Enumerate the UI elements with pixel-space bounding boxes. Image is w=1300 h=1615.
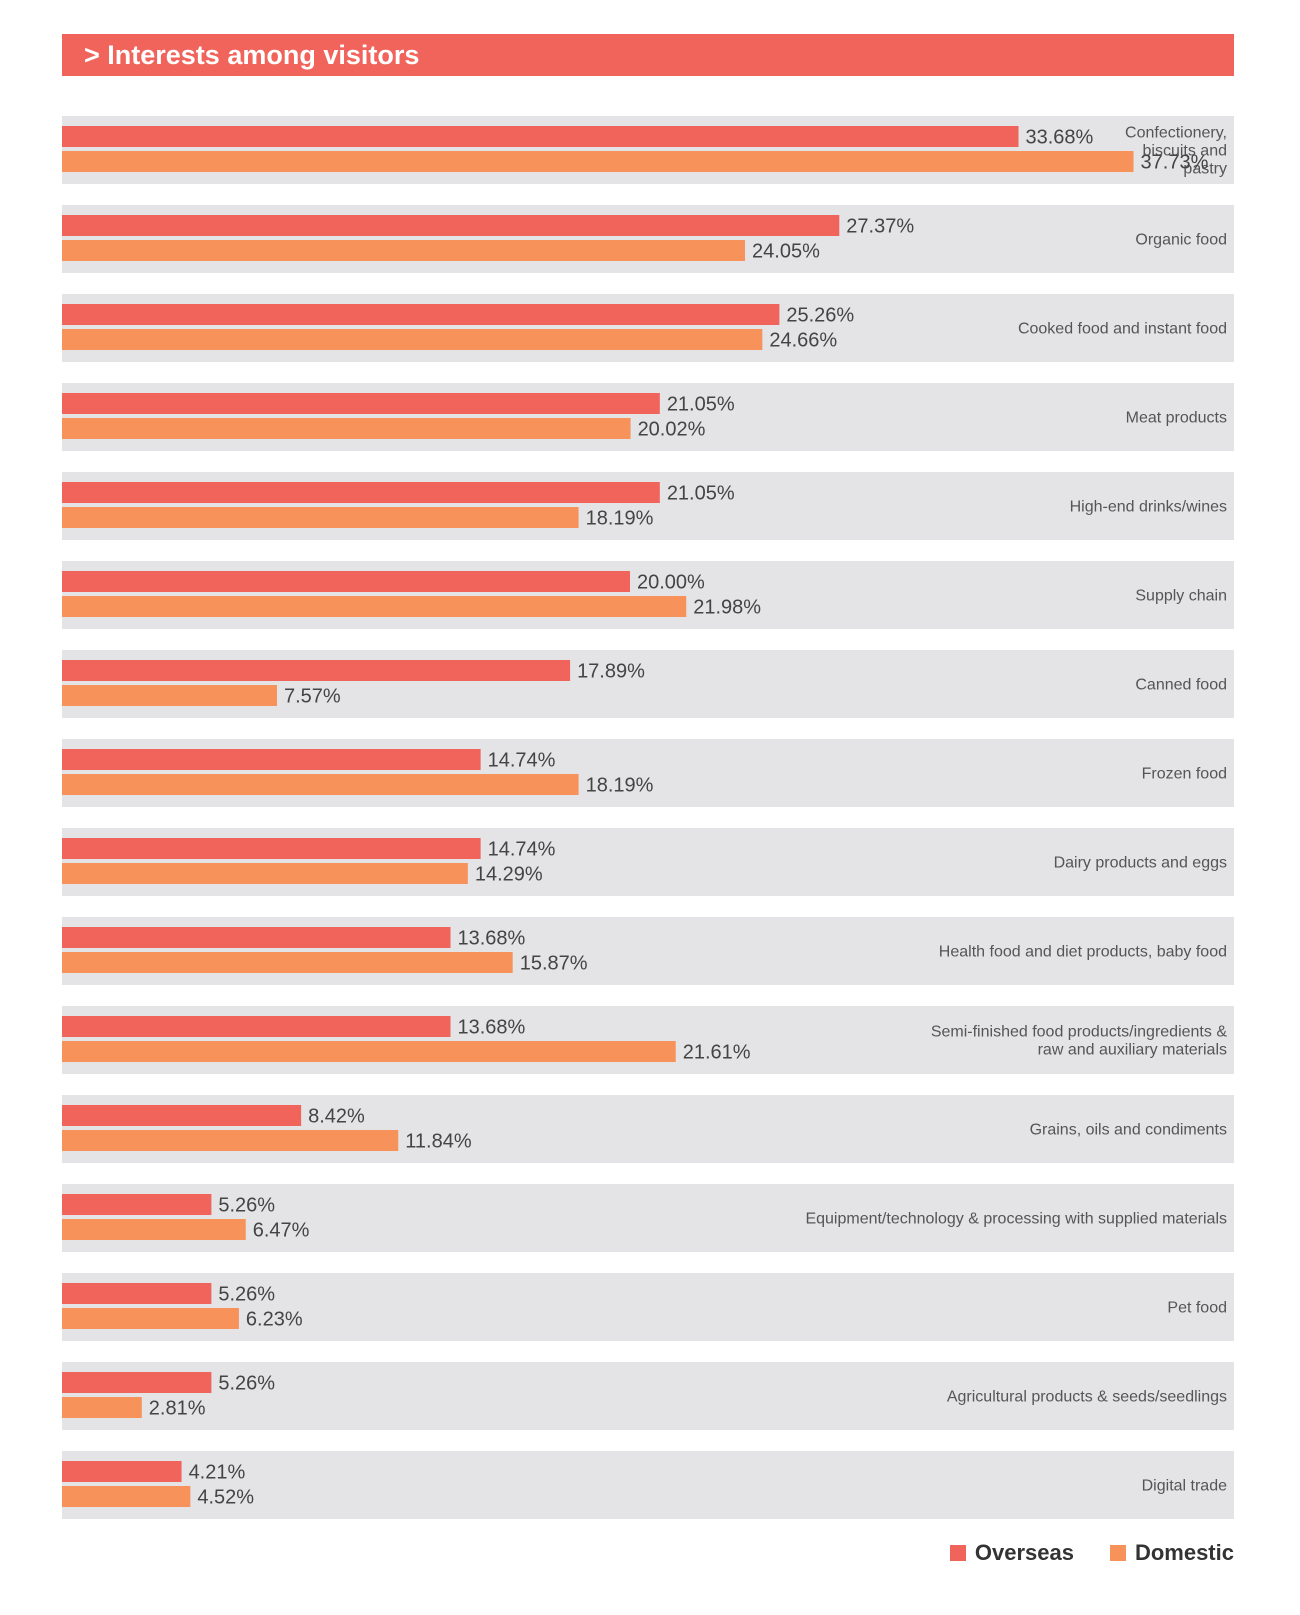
category-label: Canned food xyxy=(1135,677,1227,694)
bar-overseas xyxy=(62,1016,451,1037)
bar-overseas xyxy=(62,215,840,236)
category-label: Supply chain xyxy=(1135,588,1227,605)
value-label-overseas: 17.89% xyxy=(577,661,645,683)
bar-domestic xyxy=(62,329,763,350)
bar-overseas xyxy=(62,1105,302,1126)
category-label: Cooked food and instant food xyxy=(1018,321,1227,338)
bar-domestic xyxy=(62,596,687,617)
bar-overseas xyxy=(62,749,481,770)
value-label-overseas: 13.68% xyxy=(458,1017,526,1039)
row-background xyxy=(62,1184,1234,1252)
value-label-domestic: 21.61% xyxy=(683,1042,751,1064)
legend-label-overseas: Overseas xyxy=(974,1540,1074,1565)
value-label-domestic: 24.66% xyxy=(769,330,837,352)
value-label-overseas: 14.74% xyxy=(488,839,556,861)
value-label-domestic: 6.23% xyxy=(246,1309,303,1331)
bar-domestic xyxy=(62,863,468,884)
row-background xyxy=(62,1362,1234,1430)
value-label-overseas: 21.05% xyxy=(667,394,735,416)
bar-overseas xyxy=(62,571,630,592)
bar-overseas xyxy=(62,660,571,681)
bar-domestic xyxy=(62,151,1134,172)
bar-domestic xyxy=(62,1397,142,1418)
legend-item-overseas: Overseas xyxy=(949,1540,1074,1566)
bar-domestic xyxy=(62,952,513,973)
category-label: Equipment/technology & processing with s… xyxy=(805,1211,1227,1228)
legend-swatch-domestic xyxy=(1109,1545,1126,1561)
row-background xyxy=(62,1273,1234,1341)
bar-domestic xyxy=(62,1130,399,1151)
bar-domestic xyxy=(62,1486,191,1507)
row-background xyxy=(62,1451,1234,1519)
value-label-domestic: 18.19% xyxy=(586,775,654,797)
value-label-overseas: 25.26% xyxy=(786,305,854,327)
bar-overseas xyxy=(62,1194,212,1215)
legend-label-domestic: Domestic xyxy=(1134,1540,1234,1565)
bar-domestic xyxy=(62,1308,239,1329)
bar-overseas xyxy=(62,393,660,414)
category-label: Confectionery, biscuits and pastry xyxy=(1125,125,1227,178)
value-label-domestic: 11.84% xyxy=(405,1131,472,1153)
bar-domestic xyxy=(62,1041,676,1062)
value-label-overseas: 4.21% xyxy=(189,1462,246,1484)
value-label-overseas: 13.68% xyxy=(458,928,526,950)
category-label: Digital trade xyxy=(1142,1478,1227,1495)
value-label-overseas: 21.05% xyxy=(667,483,735,505)
value-label-domestic: 15.87% xyxy=(520,953,588,975)
value-label-overseas: 14.74% xyxy=(488,750,556,772)
bar-domestic xyxy=(62,418,631,439)
bar-overseas xyxy=(62,304,780,325)
bar-overseas xyxy=(62,1461,182,1482)
value-label-domestic: 18.19% xyxy=(586,508,654,530)
category-label: Meat products xyxy=(1126,410,1227,427)
bar-domestic xyxy=(62,774,579,795)
category-label: Pet food xyxy=(1167,1300,1227,1317)
value-label-domestic: 24.05% xyxy=(752,241,820,263)
bar-overseas xyxy=(62,927,451,948)
value-label-overseas: 5.26% xyxy=(218,1195,275,1217)
value-label-overseas: 33.68% xyxy=(1026,127,1094,149)
bar-domestic xyxy=(62,1219,246,1240)
legend-item-domestic: Domestic xyxy=(1109,1540,1234,1566)
value-label-overseas: 5.26% xyxy=(218,1284,275,1306)
value-label-domestic: 7.57% xyxy=(284,686,341,708)
value-label-domestic: 21.98% xyxy=(693,597,761,619)
category-label: Agricultural products & seeds/seedlings xyxy=(947,1389,1227,1406)
value-label-domestic: 37.73% xyxy=(1141,152,1209,174)
value-label-overseas: 27.37% xyxy=(846,216,914,238)
value-label-domestic: 6.47% xyxy=(253,1220,310,1242)
bar-overseas xyxy=(62,1283,212,1304)
legend-swatch-overseas xyxy=(949,1545,966,1561)
value-label-overseas: 5.26% xyxy=(218,1373,275,1395)
bar-overseas xyxy=(62,1372,212,1393)
bar-domestic xyxy=(62,685,277,706)
category-label: Grains, oils and condiments xyxy=(1030,1122,1227,1139)
category-label: Organic food xyxy=(1135,232,1227,249)
value-label-domestic: 4.52% xyxy=(197,1487,254,1509)
category-label: High-end drinks/wines xyxy=(1070,499,1227,516)
bar-overseas xyxy=(62,482,660,503)
value-label-domestic: 14.29% xyxy=(475,864,543,886)
bar-overseas xyxy=(62,838,481,859)
value-label-overseas: 8.42% xyxy=(308,1106,365,1128)
category-label: Health food and diet products, baby food xyxy=(939,944,1227,961)
category-label: Semi-finished food products/ingredients … xyxy=(931,1024,1227,1059)
value-label-domestic: 2.81% xyxy=(149,1398,206,1420)
legend: Overseas Domestic xyxy=(949,1540,1234,1566)
category-label: Dairy products and eggs xyxy=(1054,855,1227,872)
bar-overseas xyxy=(62,126,1019,147)
bar-domestic xyxy=(62,240,746,261)
value-label-overseas: 20.00% xyxy=(637,572,705,594)
value-label-domestic: 20.02% xyxy=(638,419,706,441)
bar-domestic xyxy=(62,507,579,528)
category-label: Frozen food xyxy=(1142,766,1227,783)
chart-title: > Interests among visitors xyxy=(62,34,1234,76)
